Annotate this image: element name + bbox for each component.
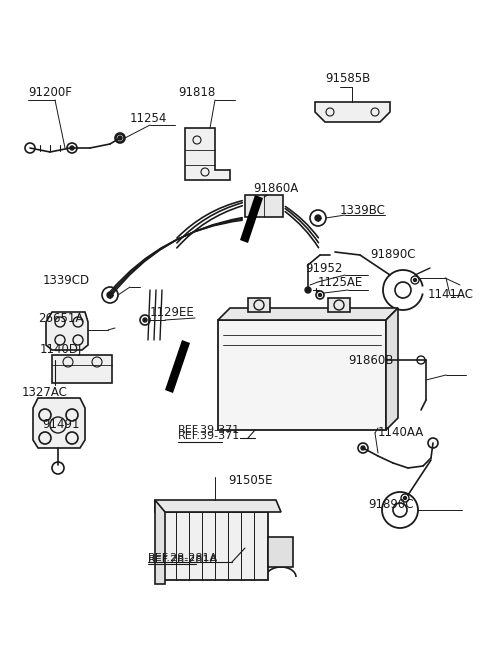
Polygon shape [185, 128, 230, 180]
Bar [218, 320, 386, 430]
Text: 91818: 91818 [178, 85, 215, 98]
Text: 11254: 11254 [130, 112, 168, 125]
Polygon shape [165, 340, 190, 393]
Text: 1327AC: 1327AC [22, 386, 68, 398]
Text: 1140DJ: 1140DJ [40, 344, 83, 356]
Text: 91860A: 91860A [253, 182, 298, 194]
Circle shape [315, 215, 321, 221]
Text: 1129EE: 1129EE [150, 306, 195, 319]
Text: 91890C: 91890C [370, 249, 416, 262]
Text: 1141AC: 1141AC [428, 289, 474, 302]
Text: REF.28-281A: REF.28-281A [148, 555, 218, 565]
Polygon shape [155, 500, 165, 584]
Text: 91505E: 91505E [228, 474, 273, 487]
Circle shape [413, 279, 417, 281]
Text: 1339CD: 1339CD [43, 274, 90, 287]
Circle shape [361, 446, 365, 450]
Text: 1140AA: 1140AA [378, 426, 424, 438]
Circle shape [404, 497, 407, 499]
Bar [328, 298, 350, 312]
Polygon shape [46, 312, 88, 350]
Text: 1339BC: 1339BC [340, 203, 386, 216]
Text: REF.28-281A: REF.28-281A [148, 553, 218, 563]
Circle shape [305, 287, 311, 293]
Text: 91860B: 91860B [348, 354, 394, 367]
Polygon shape [386, 308, 398, 430]
Text: REF.39-371: REF.39-371 [178, 425, 240, 435]
Text: REF.39-371: REF.39-371 [178, 431, 240, 441]
Text: 1125AE: 1125AE [318, 276, 363, 289]
Text: 26651A: 26651A [38, 312, 84, 325]
Polygon shape [155, 500, 281, 512]
Circle shape [107, 292, 113, 298]
Polygon shape [240, 195, 263, 243]
Circle shape [118, 136, 122, 140]
Circle shape [70, 146, 74, 150]
Bar [268, 537, 293, 567]
Text: 91491: 91491 [42, 419, 80, 432]
Polygon shape [218, 308, 398, 320]
Bar [163, 512, 268, 580]
Circle shape [143, 318, 147, 322]
Bar [245, 195, 283, 217]
Bar [52, 355, 112, 383]
Text: 91952: 91952 [305, 262, 342, 274]
Circle shape [319, 293, 322, 297]
Bar [248, 298, 270, 312]
Text: 91200F: 91200F [28, 85, 72, 98]
Text: 91890C: 91890C [368, 497, 413, 510]
Polygon shape [33, 398, 85, 448]
Polygon shape [315, 102, 390, 122]
Text: 91585B: 91585B [325, 72, 370, 85]
